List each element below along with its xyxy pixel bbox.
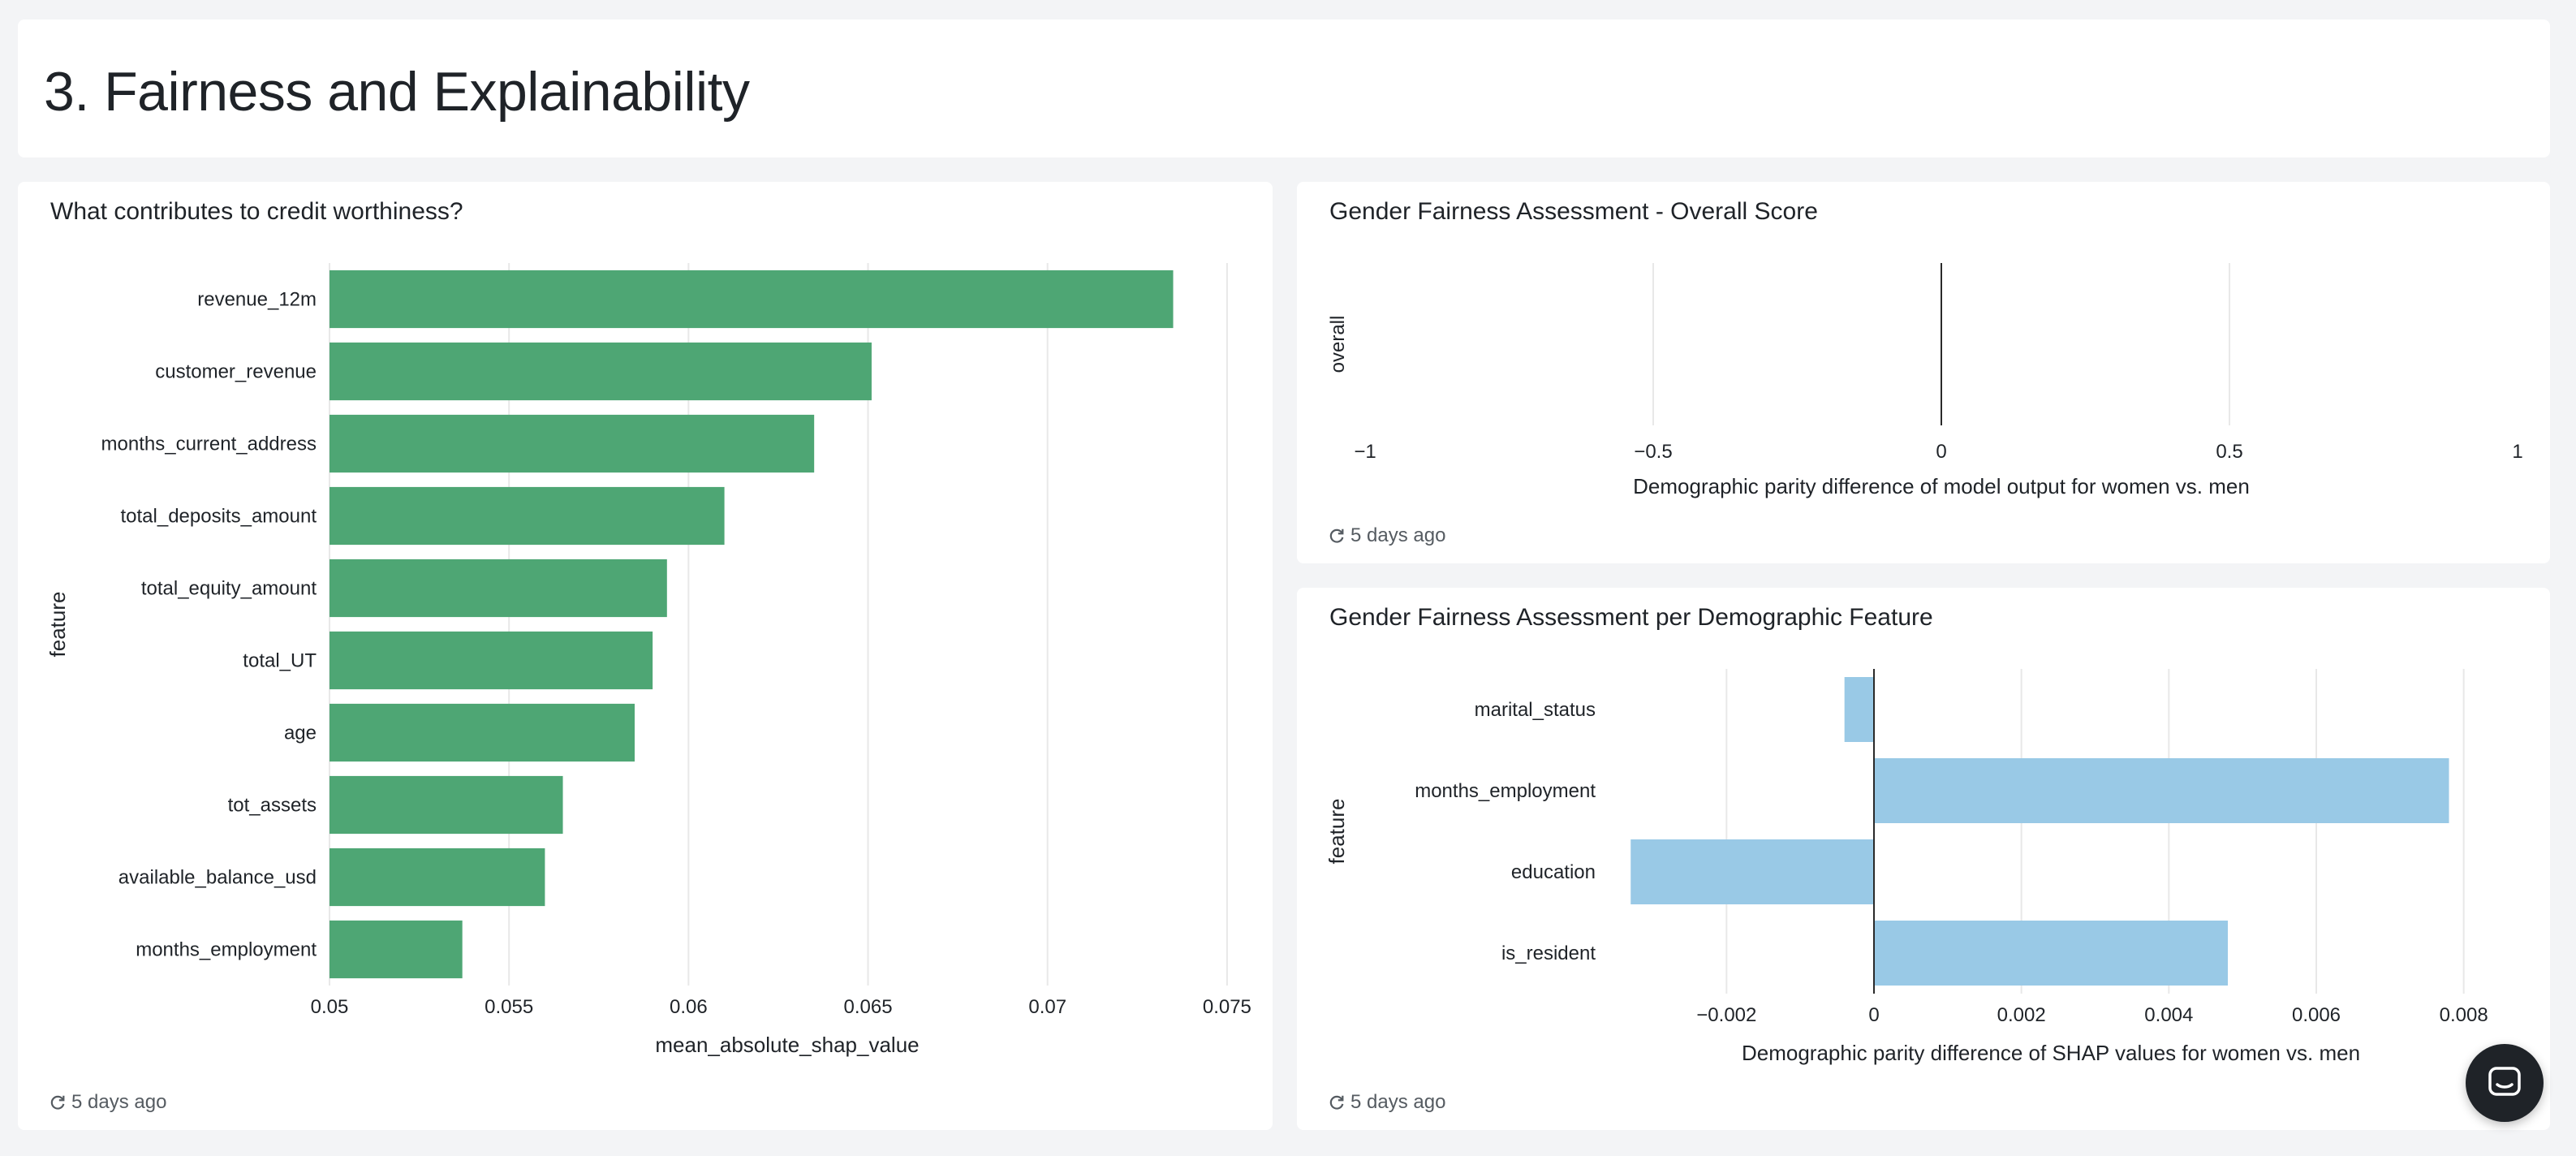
- y-category-label: revenue_12m: [197, 289, 317, 311]
- refresh-icon: [1329, 528, 1344, 543]
- shap-refresh-status[interactable]: 5 days ago: [49, 1091, 166, 1114]
- x-tick-label: −0.002: [1696, 1004, 1756, 1026]
- y-category-label: customer_revenue: [155, 361, 317, 383]
- x-tick-label: 0.07: [1028, 996, 1066, 1018]
- chat-icon: [2488, 1067, 2521, 1096]
- shap-refresh-label: 5 days ago: [71, 1091, 167, 1113]
- bar: [1844, 677, 1874, 742]
- refresh-icon: [1329, 1095, 1344, 1110]
- x-tick-label: −0.5: [1634, 441, 1672, 463]
- x-tick-label: 0.006: [2292, 1004, 2341, 1026]
- x-axis-label: mean_absolute_shap_value: [655, 1033, 919, 1057]
- y-category-label: months_employment: [136, 939, 317, 961]
- overall-fairness-chart: −1 −0.5 0 0.5 1 overall Demographic parity dif…: [1327, 263, 2523, 498]
- y-category-label: marital_status: [1475, 699, 1596, 721]
- y-category-label: months_employment: [1415, 780, 1596, 802]
- x-tick-label: 0.05: [311, 996, 349, 1018]
- chat-launcher-button[interactable]: [2466, 1044, 2544, 1122]
- x-tick-label: 0.065: [843, 996, 892, 1018]
- x-tick-label: 0.06: [670, 996, 708, 1018]
- x-tick-label: 1: [2512, 441, 2522, 463]
- x-tick-label: 0.5: [2216, 441, 2242, 463]
- bar: [1630, 839, 1874, 904]
- y-category-label: tot_assets: [228, 795, 317, 817]
- y-category-label: overall: [1327, 316, 1349, 373]
- y-category-label: education: [1511, 861, 1596, 883]
- x-tick-label: 0: [1936, 441, 1946, 463]
- y-axis-label: feature: [45, 592, 70, 658]
- x-tick-label: −1: [1354, 441, 1376, 463]
- bar: [330, 631, 653, 690]
- bar: [330, 414, 815, 473]
- feature-fairness-chart: −0.002 0 0.002 0.004 0.006 0.008 marital_statu…: [1325, 669, 2488, 1065]
- bar: [1874, 921, 2228, 986]
- shap-bar-chart: 0.05 0.055 0.06 0.065 0.07 0.075 revenue_12mcu…: [45, 263, 1251, 1057]
- bar: [330, 703, 635, 762]
- x-axis-label: Demographic parity difference of SHAP va…: [1742, 1041, 2360, 1065]
- y-axis-label: feature: [1325, 799, 1349, 865]
- overall-fairness-card: Gender Fairness Assessment - Overall Sco…: [1297, 182, 2550, 563]
- y-category-label: is_resident: [1501, 942, 1596, 964]
- x-tick-label: 0.004: [2144, 1004, 2193, 1026]
- bar: [330, 270, 1174, 329]
- y-category-label: age: [284, 722, 317, 744]
- x-tick-label: 0.055: [485, 996, 533, 1018]
- bar: [330, 342, 872, 401]
- bar: [330, 486, 725, 546]
- overall-refresh-label: 5 days ago: [1350, 524, 1446, 546]
- page-header-card: 3. Fairness and Explainability: [18, 19, 2550, 157]
- feature-fairness-title: Gender Fairness Assessment per Demograph…: [1329, 604, 1933, 631]
- page-title: 3. Fairness and Explainability: [44, 61, 750, 123]
- feature-refresh-status[interactable]: 5 days ago: [1328, 1091, 1445, 1114]
- y-category-label: available_balance_usd: [118, 867, 317, 889]
- bar: [330, 775, 563, 835]
- x-tick-label: 0: [1868, 1004, 1879, 1026]
- y-category-label: months_current_address: [101, 434, 317, 455]
- overall-refresh-status[interactable]: 5 days ago: [1328, 524, 1445, 547]
- shap-chart-card: What contributes to credit worthiness? 0…: [18, 182, 1273, 1130]
- bar: [330, 559, 667, 618]
- x-tick-label: 0.075: [1203, 996, 1251, 1018]
- feature-fairness-card: Gender Fairness Assessment per Demograph…: [1297, 588, 2550, 1130]
- x-axis-label: Demographic parity difference of model o…: [1633, 474, 2250, 498]
- x-tick-label: 0.002: [1997, 1004, 2046, 1026]
- bar: [330, 848, 545, 907]
- bar: [1874, 758, 2449, 823]
- overall-fairness-title: Gender Fairness Assessment - Overall Sco…: [1329, 198, 1818, 225]
- y-category-label: total_deposits_amount: [121, 506, 317, 528]
- bar: [330, 920, 463, 979]
- shap-chart-title: What contributes to credit worthiness?: [50, 198, 463, 225]
- y-category-label: total_UT: [243, 650, 317, 672]
- feature-refresh-label: 5 days ago: [1350, 1091, 1446, 1113]
- x-tick-label: 0.008: [2440, 1004, 2488, 1026]
- refresh-icon: [50, 1095, 65, 1110]
- y-category-label: total_equity_amount: [141, 578, 317, 600]
